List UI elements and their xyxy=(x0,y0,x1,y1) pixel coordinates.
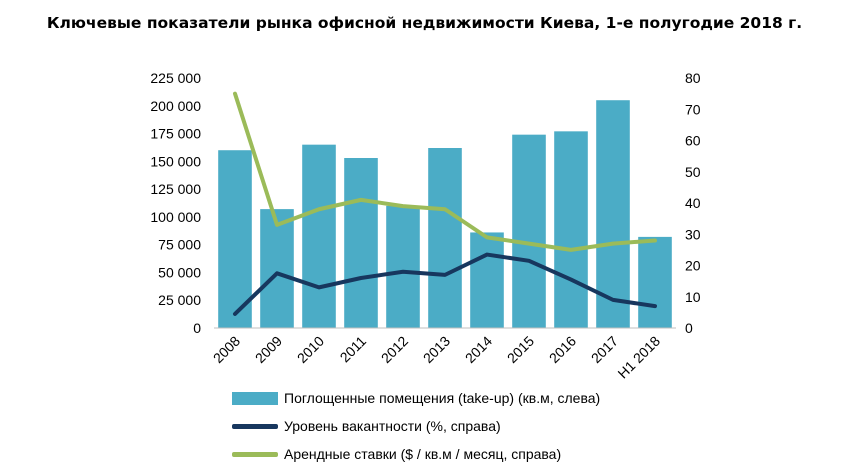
legend-swatch-rent xyxy=(232,451,278,457)
x-tick-label: 2010 xyxy=(294,333,327,366)
right-tick-label: 50 xyxy=(685,164,701,180)
legend-swatch-vacancy xyxy=(232,423,278,429)
x-tick-label: 2009 xyxy=(252,333,285,366)
left-tick-label: 25 000 xyxy=(158,292,201,308)
legend-item-take-up: Поглощенные помещения (take-up) (кв.м, с… xyxy=(232,384,600,412)
take-up-bar xyxy=(596,100,630,328)
right-tick-label: 30 xyxy=(685,226,701,242)
line-series xyxy=(233,91,657,316)
bar-series xyxy=(218,100,672,328)
legend: Поглощенные помещения (take-up) (кв.м, с… xyxy=(232,384,600,468)
take-up-bar xyxy=(554,131,588,328)
take-up-bar xyxy=(386,205,420,328)
x-tick-label: 2016 xyxy=(546,333,579,366)
take-up-bar xyxy=(470,232,504,328)
left-tick-label: 75 000 xyxy=(158,237,201,253)
left-tick-label: 175 000 xyxy=(150,126,201,142)
take-up-bar xyxy=(344,158,378,328)
legend-item-vacancy: Уровень вакантности (%, справа) xyxy=(232,412,600,440)
right-axis-ticks: 0 10 20 30 40 50 60 70 80 xyxy=(685,70,701,336)
x-tick-label: 2011 xyxy=(337,333,370,366)
left-tick-label: 100 000 xyxy=(150,209,201,225)
x-tick-label: 2014 xyxy=(462,333,495,366)
legend-item-rent: Арендные ставки ($ / кв.м / месяц, справ… xyxy=(232,440,600,468)
x-tick-label: 2017 xyxy=(588,333,621,366)
take-up-bar xyxy=(302,144,336,328)
vacancy-rate-line xyxy=(233,252,657,316)
right-tick-label: 70 xyxy=(685,101,701,117)
legend-swatch-take-up xyxy=(232,391,278,405)
x-axis-ticks: 2008 2009 2010 2011 2012 2013 2014 2015 2016 2017… xyxy=(210,333,663,382)
left-tick-label: 125 000 xyxy=(150,181,201,197)
x-tick-label: 2013 xyxy=(420,333,453,366)
take-up-bar xyxy=(638,236,672,328)
take-up-bar xyxy=(512,134,546,328)
legend-label-rent: Арендные ставки ($ / кв.м / месяц, справ… xyxy=(284,446,562,462)
left-tick-label: 0 xyxy=(193,320,201,336)
left-tick-label: 200 000 xyxy=(150,98,201,114)
rent-rate-line xyxy=(233,91,657,252)
right-tick-label: 0 xyxy=(685,320,693,336)
left-axis-ticks: 0 25 000 50 000 75 000 100 000 125 000 150 000… xyxy=(150,70,201,336)
x-tick-label: 2008 xyxy=(210,333,243,366)
right-tick-label: 80 xyxy=(685,70,701,86)
left-tick-label: 50 000 xyxy=(158,264,201,280)
x-tick-label: H1 2018 xyxy=(614,333,663,382)
right-tick-label: 40 xyxy=(685,195,701,211)
left-tick-label: 150 000 xyxy=(150,153,201,169)
left-tick-label: 225 000 xyxy=(150,70,201,86)
x-tick-label: 2015 xyxy=(504,333,537,366)
right-tick-label: 10 xyxy=(685,289,701,305)
legend-label-take-up: Поглощенные помещения (take-up) (кв.м, с… xyxy=(284,390,601,406)
take-up-bar xyxy=(218,150,252,328)
take-up-bar xyxy=(428,148,462,328)
right-tick-label: 20 xyxy=(685,258,701,274)
x-tick-label: 2012 xyxy=(378,333,411,366)
take-up-bar xyxy=(260,209,294,328)
right-tick-label: 60 xyxy=(685,133,701,149)
legend-label-vacancy: Уровень вакантности (%, справа) xyxy=(284,418,501,434)
chart-title: Ключевые показатели рынка офисной недвиж… xyxy=(46,14,803,32)
